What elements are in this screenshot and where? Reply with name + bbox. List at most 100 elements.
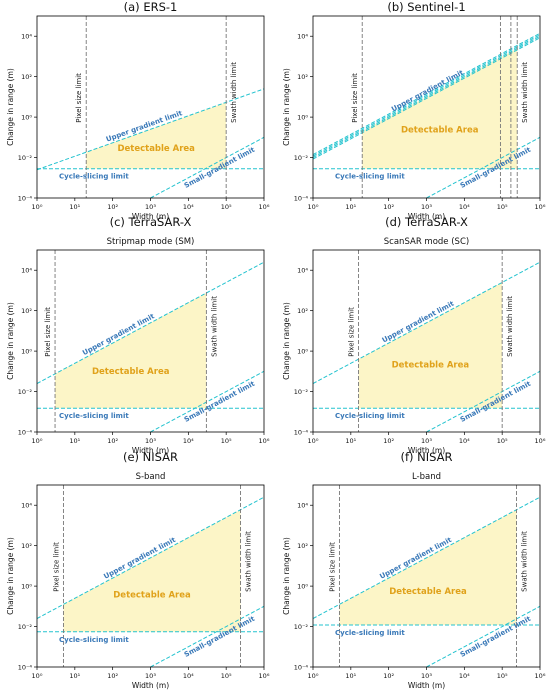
x-tick-label: 10³ [421,203,432,211]
y-axis-label: Change in range (m) [6,302,15,380]
x-tick-label: 10² [383,203,394,211]
x-tick-label: 10⁰ [308,203,319,211]
y-tick-label: 10⁴ [21,267,32,275]
y-tick-label: 10⁻² [294,154,309,162]
y-tick-label: 10⁰ [297,114,308,122]
cycle-slicing-label: Cycle-slicing limit [59,412,129,420]
x-axis-label: Width (m) [408,212,445,221]
swath-width-label: Swath width limit [521,531,529,592]
x-tick-label: 10⁶ [535,203,546,211]
x-tick-label: 10¹ [345,437,356,445]
upper-gradient-line [313,35,540,158]
y-tick-label: 10⁰ [21,583,32,591]
swath-width-label: Swath width limit [245,531,253,592]
y-tick-label: 10² [297,307,308,315]
small-gradient-line [426,370,540,432]
y-tick-label: 10⁻⁴ [18,664,33,672]
x-tick-label: 10³ [145,203,156,211]
y-tick-label: 10⁴ [297,267,308,275]
x-tick-label: 10⁰ [308,672,319,680]
y-tick-label: 10⁻² [18,154,33,162]
upper-gradient-line-3 [313,34,540,157]
swath-width-label: Swath width limit [210,296,218,357]
x-tick-label: 10³ [145,437,156,445]
detectable-area-label: Detectable Area [92,367,170,377]
pixel-size-label: Pixel size limit [75,73,83,123]
detectable-area [55,292,207,409]
small-gradient-line [426,136,540,198]
plot-area [313,250,540,432]
pixel-size-label: Pixel size limit [348,307,356,357]
panel-subtitle: Stripmap mode (SM) [107,237,195,247]
y-tick-label: 10² [21,73,32,81]
x-tick-label: 10² [107,672,118,680]
cycle-slicing-label: Cycle-slicing limit [335,412,405,420]
small-gradient-line [150,370,264,432]
upper-gradient-line-4 [313,37,540,160]
detectable-area-label: Detectable Area [401,125,479,135]
panel-1: (b) Sentinel-1 Pixel size limit Swath widt… [282,0,546,221]
x-tick-label: 10¹ [69,437,80,445]
swath-width-label: Swath width limit [230,62,238,123]
y-tick-label: 10⁻² [18,623,33,631]
panel-5: (f) NISAR L-band Pixel size limit Swath wid… [282,450,546,690]
small-gradient-line [426,605,540,667]
panel-title: (f) NISAR [400,450,452,464]
y-tick-label: 10⁻² [294,388,309,396]
x-tick-label: 10⁴ [183,437,194,445]
upper-gradient-line-2 [313,32,540,155]
pixel-size-label: Pixel size limit [351,73,359,123]
y-tick-label: 10⁻⁴ [18,195,33,203]
panel-3: (d) TerraSAR-X ScanSAR mode (SC) Pixel siz… [282,215,546,455]
x-axis-label: Width (m) [408,681,445,690]
x-tick-label: 10⁶ [259,203,270,211]
x-tick-label: 10⁵ [221,672,232,680]
cycle-slicing-label: Cycle-slicing limit [335,629,405,637]
x-tick-label: 10² [383,437,394,445]
plot-area [37,16,264,198]
x-tick-label: 10¹ [69,203,80,211]
detectable-area-label: Detectable Area [392,360,470,370]
pixel-size-label: Pixel size limit [52,542,60,592]
x-tick-label: 10² [383,672,394,680]
y-tick-label: 10⁴ [21,33,32,41]
upper-gradient-line [37,496,264,619]
detectable-area-label: Detectable Area [117,144,195,154]
detectable-area [358,282,503,409]
y-axis-label: Change in range (m) [282,68,291,146]
swath-width-label: Swath width limit [521,62,529,123]
plot-area [37,485,264,667]
x-axis-label: Width (m) [408,446,445,455]
detectable-area-label: Detectable Area [389,587,467,597]
x-axis-label: Width (m) [132,446,169,455]
y-axis-label: Change in range (m) [282,537,291,615]
y-tick-label: 10² [21,307,32,315]
x-tick-label: 10⁴ [459,437,470,445]
x-axis-label: Width (m) [132,681,169,690]
x-tick-label: 10² [107,203,118,211]
panel-0: (a) ERS-1 Pixel size limit Swath width lim… [6,0,270,221]
small-gradient-line [150,136,264,198]
panel-4: (e) NISAR S-band Pixel size limit Swath wid… [6,450,270,690]
y-tick-label: 10⁻² [18,388,33,396]
panel-title: (b) Sentinel-1 [387,0,465,14]
x-tick-label: 10¹ [345,672,356,680]
cycle-slicing-label: Cycle-slicing limit [59,636,129,644]
x-tick-label: 10⁵ [497,437,508,445]
x-tick-label: 10⁴ [183,203,194,211]
y-tick-label: 10⁴ [297,33,308,41]
y-axis-label: Change in range (m) [6,537,15,615]
y-tick-label: 10⁰ [297,583,308,591]
panel-subtitle: ScanSAR mode (SC) [384,237,469,247]
x-tick-label: 10⁵ [221,203,232,211]
y-tick-label: 10⁻⁴ [294,195,309,203]
panel-title: (a) ERS-1 [124,0,178,14]
x-tick-label: 10⁵ [221,437,232,445]
x-tick-label: 10⁶ [259,437,270,445]
x-tick-label: 10² [107,437,118,445]
upper-gradient-line [313,261,540,384]
y-tick-label: 10⁰ [297,348,308,356]
x-tick-label: 10⁵ [497,203,508,211]
x-tick-label: 10⁶ [259,672,270,680]
